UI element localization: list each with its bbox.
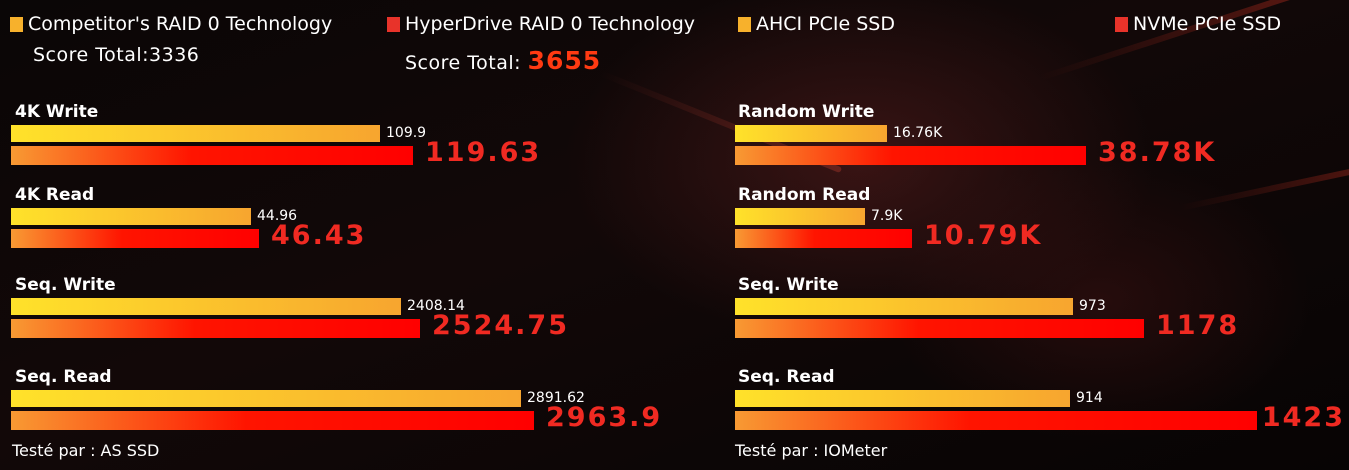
- value-label-series-a: 16.76K: [893, 125, 943, 141]
- value-label-series-b: 2524.75: [432, 310, 569, 341]
- legend-swatch: [387, 16, 400, 32]
- bar-series-b: [11, 146, 413, 165]
- value-label-series-b: 119.63: [425, 137, 542, 168]
- bar-series-b: [735, 411, 1257, 430]
- legend-swatch: [738, 16, 751, 32]
- value-label-series-b: 1178: [1156, 310, 1240, 341]
- value-label-series-b: 46.43: [271, 220, 367, 251]
- bar-series-a: [735, 390, 1070, 407]
- category-label: Seq. Read: [738, 367, 835, 387]
- category-label: Seq. Write: [15, 275, 116, 295]
- value-label-series-a: 2408.14: [407, 298, 465, 314]
- value-label-series-a: 973: [1079, 298, 1106, 314]
- bar-series-b: [11, 229, 259, 248]
- category-label: Random Read: [738, 185, 871, 205]
- category-label: Seq. Write: [738, 275, 839, 295]
- bar-series-a: [735, 298, 1073, 315]
- bar-series-a: [11, 125, 380, 142]
- value-label-series-a: 7.9K: [871, 208, 903, 224]
- hyperdrive-score-total: Score Total: 3655: [405, 46, 601, 75]
- competitor-score-total: Score Total:3336: [33, 44, 200, 66]
- bar-series-b: [735, 229, 912, 248]
- value-label-series-a: 109.9: [386, 125, 427, 141]
- value-label-series-b: 10.79K: [924, 220, 1043, 251]
- hyperdrive-score-label: Score Total:: [405, 52, 522, 74]
- value-label-series-a: 914: [1076, 390, 1103, 406]
- hyperdrive-score-value: 3655: [527, 46, 602, 75]
- category-label: Random Write: [738, 102, 875, 122]
- category-label: Seq. Read: [15, 367, 112, 387]
- value-label-series-a: 2891.62: [527, 390, 585, 406]
- source-note: Testé par : AS SSD: [12, 441, 160, 460]
- category-label: 4K Write: [15, 102, 99, 122]
- bar-series-a: [11, 298, 401, 315]
- legend-item-nvme: NVMe PCIe SSD: [1115, 13, 1281, 35]
- legend-label: HyperDrive RAID 0 Technology: [405, 13, 696, 35]
- bar-series-b: [735, 146, 1086, 165]
- bar-series-b: [735, 319, 1144, 338]
- legend-item-ahci: AHCI PCIe SSD: [738, 13, 895, 35]
- legend-swatch: [10, 16, 23, 32]
- bar-series-a: [735, 125, 887, 142]
- value-label-series-b: 38.78K: [1098, 137, 1217, 168]
- category-label: 4K Read: [15, 185, 95, 205]
- bar-series-b: [11, 411, 534, 430]
- source-note: Testé par : IOMeter: [735, 441, 888, 460]
- legend-label: AHCI PCIe SSD: [756, 13, 896, 35]
- legend-label: Competitor's RAID 0 Technology: [28, 13, 333, 35]
- bar-series-b: [11, 319, 420, 338]
- bar-series-a: [735, 208, 865, 225]
- legend-item-competitor: Competitor's RAID 0 Technology: [10, 13, 332, 35]
- legend-item-hyperdrive: HyperDrive RAID 0 Technology: [387, 13, 695, 35]
- bar-series-a: [11, 208, 251, 225]
- legend-swatch: [1115, 16, 1128, 32]
- value-label-series-b: 1423: [1261, 402, 1345, 433]
- legend-label: NVMe PCIe SSD: [1133, 13, 1282, 35]
- value-label-series-a: 44.96: [257, 208, 298, 224]
- bar-series-a: [11, 390, 521, 407]
- value-label-series-b: 2963.9: [546, 402, 663, 433]
